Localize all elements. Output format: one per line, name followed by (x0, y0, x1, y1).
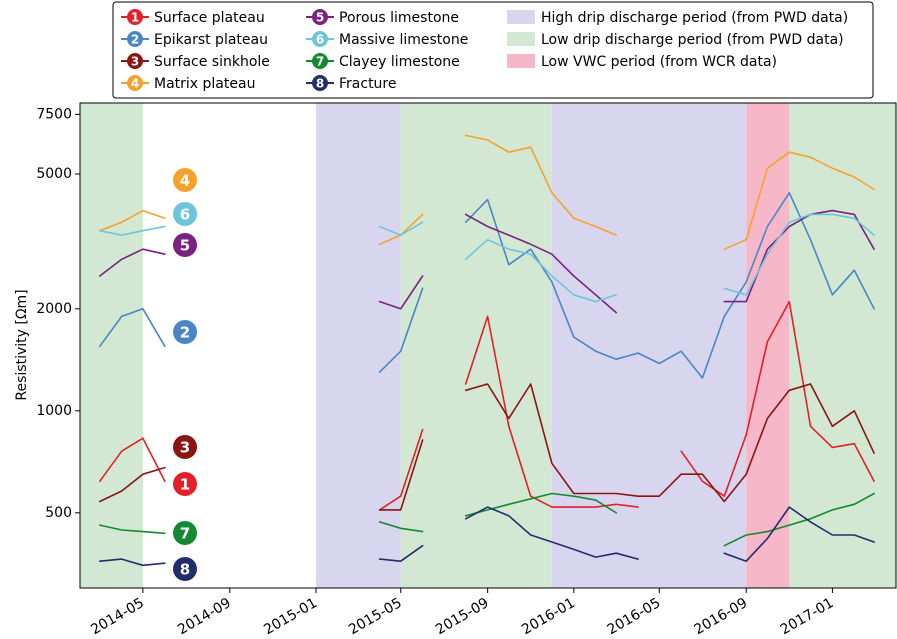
legend-badge-number: 6 (316, 33, 324, 47)
legend-label: Surface plateau (154, 10, 265, 26)
series-badge-number: 6 (180, 206, 190, 224)
series-badge (173, 202, 197, 226)
period-span (551, 103, 747, 588)
period-span (80, 103, 143, 588)
series-badge-number: 3 (180, 439, 190, 457)
x-tick-label: 2016-09 (692, 595, 751, 638)
period-layer (80, 103, 896, 588)
x-tick-label: 2015-05 (346, 595, 405, 638)
legend-badge (127, 53, 143, 69)
series-badge (173, 557, 197, 581)
series-badge (173, 472, 197, 496)
period-span (746, 103, 790, 588)
legend-label: Fracture (339, 76, 397, 92)
legend-badge-number: 8 (316, 77, 324, 91)
y-tick-label: 2000 (36, 301, 72, 317)
x-tick-label: 2014-09 (175, 595, 234, 638)
legend-label: Surface sinkhole (154, 54, 270, 70)
legend-badge-number: 7 (316, 55, 324, 69)
legend-label: Matrix plateau (154, 76, 255, 92)
legend-frame (112, 1, 874, 99)
series-line (99, 506, 875, 567)
series-badge-number: 1 (180, 476, 190, 494)
period-span (789, 103, 896, 588)
legend-label: Epikarst plateau (154, 32, 268, 48)
series-line (99, 192, 875, 379)
legend-badge-number: 4 (131, 77, 139, 91)
series-layer (99, 134, 875, 567)
legend-badge-number: 2 (131, 33, 139, 47)
y-tick-label: 500 (45, 505, 72, 521)
series-badge-number: 4 (180, 172, 190, 190)
x-tick-label: 2014-05 (88, 595, 147, 638)
legend-badge-number: 1 (131, 11, 139, 25)
x-tick-label: 2015-01 (261, 595, 320, 638)
legend-badge (127, 9, 143, 25)
series-badge-number: 8 (180, 561, 190, 579)
series-badge-number: 7 (180, 525, 190, 543)
legend-badge-number: 3 (131, 55, 139, 69)
x-tick-label: 2015-09 (433, 595, 492, 638)
legend-label: Clayey limestone (339, 54, 460, 70)
x-tick-label: 2017-01 (778, 595, 837, 638)
legend-badge (127, 31, 143, 47)
legend: 1 Surface plateau 2 Epikarst plateau 3 Surfac… (121, 9, 848, 92)
series-line (99, 300, 875, 511)
y-tick-label: 1000 (36, 403, 72, 419)
legend-badge-number: 5 (316, 11, 324, 25)
period-span (315, 103, 401, 588)
legend-badge (312, 75, 328, 91)
legend-label: Low drip discharge period (from PWD data… (541, 32, 844, 48)
series-line (99, 492, 875, 547)
series-badge-number: 5 (180, 237, 190, 255)
legend-badge (127, 75, 143, 91)
series-badge (173, 320, 197, 344)
legend-patch (507, 10, 535, 24)
legend-badge (312, 31, 328, 47)
legend-badge (312, 9, 328, 25)
x-tick-label: 2016-01 (519, 595, 578, 638)
series-badge (173, 521, 197, 545)
legend-badge (312, 53, 328, 69)
legend-label: Low VWC period (from WCR data) (541, 54, 777, 70)
series-badge (173, 168, 197, 192)
legend-label: Porous limestone (339, 10, 459, 26)
y-axis-label: Resistivity [Ωm] (14, 289, 30, 400)
y-tick-label: 7500 (36, 106, 72, 122)
series-line (99, 383, 875, 511)
series-badge-number: 2 (180, 324, 190, 342)
x-tick-label: 2016-05 (605, 595, 664, 638)
legend-patch (507, 32, 535, 46)
period-span (400, 103, 552, 588)
y-tick-label: 5000 (36, 166, 72, 182)
legend-patch (507, 54, 535, 68)
legend-label: High drip discharge period (from PWD dat… (541, 10, 848, 26)
series-line (99, 209, 875, 314)
series-line (99, 213, 875, 303)
series-badge (173, 435, 197, 459)
series-badge (173, 233, 197, 257)
legend-label: Massive limestone (339, 32, 468, 48)
plot-frame (79, 102, 897, 589)
